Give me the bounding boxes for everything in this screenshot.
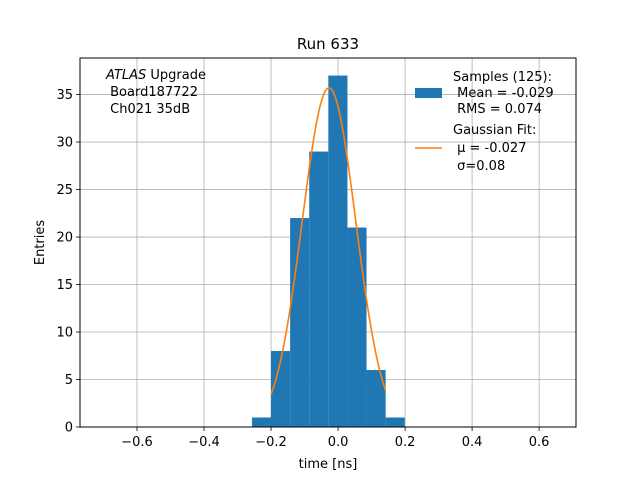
x-axis-title: time [ns]: [299, 457, 358, 472]
y-tick-label: 30: [56, 136, 73, 151]
annotation-upgrade: Upgrade: [146, 68, 206, 83]
histogram-bar: [347, 227, 367, 427]
x-tick-label: 0.0: [328, 435, 349, 450]
chart-title: Run 633: [297, 35, 359, 53]
annotation-line-1: ATLAS Upgrade: [105, 68, 206, 83]
y-tick-label: 10: [56, 326, 73, 341]
axis-ticks: −0.6 −0.4 −0.2 0.0 0.2 0.4 0.6 0 5 10 15 20 25 30 35: [56, 88, 549, 450]
y-tick-label: 0: [65, 421, 73, 436]
legend-samples-swatch: [415, 88, 442, 98]
histogram-bars: [251, 75, 405, 428]
y-tick-label: 25: [56, 183, 73, 198]
x-tick-label: 0.4: [462, 435, 483, 450]
y-axis-title: Entries: [33, 220, 48, 266]
annotation-atlas: ATLAS: [105, 68, 146, 83]
legend-fit-line-1: Gaussian Fit:: [453, 123, 536, 138]
atlas-annotation: ATLAS Upgrade Board187722 Ch021 35dB: [105, 68, 206, 117]
histogram-bar: [366, 370, 386, 427]
histogram-bar: [290, 218, 310, 427]
y-tick-label: 35: [56, 88, 73, 103]
legend-fit-line-2: μ = -0.027: [453, 141, 526, 156]
histogram-bar: [328, 75, 348, 428]
histogram-bar: [385, 417, 405, 427]
x-tick-label: −0.6: [121, 435, 153, 450]
plot-frame: [79, 57, 577, 428]
legend-samples-line-2: Mean = -0.029: [453, 86, 554, 101]
legend-samples-line-1: Samples (125):: [453, 70, 552, 85]
y-tick-label: 15: [56, 278, 73, 293]
annotation-line-3: Ch021 35dB: [106, 102, 190, 117]
histogram-bar: [271, 351, 291, 427]
annotation-line-2: Board187722: [106, 85, 198, 100]
y-tick-label: 5: [65, 373, 73, 388]
x-tick-label: −0.2: [255, 435, 287, 450]
histogram-bar: [251, 417, 272, 427]
x-tick-label: 0.6: [529, 435, 550, 450]
legend-samples-line-3: RMS = 0.074: [453, 102, 542, 117]
y-tick-label: 20: [56, 231, 73, 246]
legend: Samples (125): Mean = -0.029 RMS = 0.074…: [415, 70, 554, 174]
gaussian-fit-curve: [270, 87, 387, 395]
x-tick-label: −0.4: [188, 435, 220, 450]
x-tick-label: 0.2: [395, 435, 416, 450]
legend-fit-line-3: σ=0.08: [453, 159, 505, 174]
histogram-bar: [309, 151, 329, 428]
